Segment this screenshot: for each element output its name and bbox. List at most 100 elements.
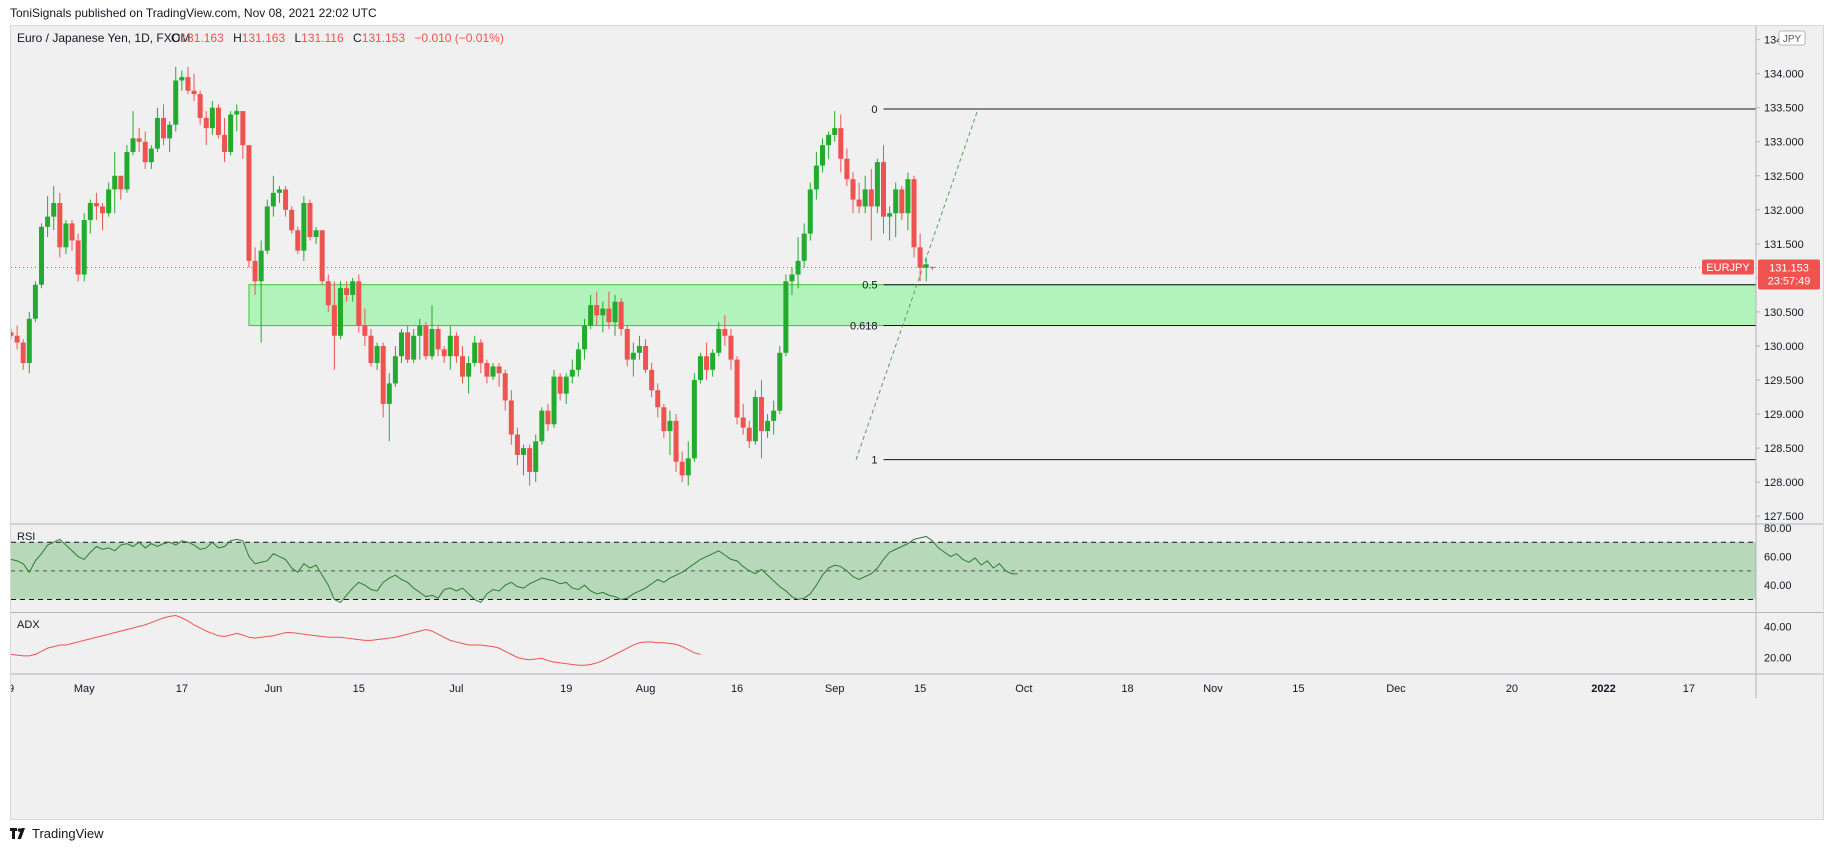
- candle: [527, 444, 533, 486]
- candle: [447, 325, 453, 370]
- candle: [258, 240, 264, 343]
- candle-body: [392, 356, 398, 384]
- candle: [289, 206, 295, 234]
- candle-body: [594, 305, 600, 316]
- candle-body: [81, 220, 87, 275]
- last-price-tag-box: [1758, 259, 1820, 290]
- candle-body: [429, 328, 435, 357]
- candle-body: [813, 165, 819, 190]
- candle: [649, 363, 655, 398]
- candle: [594, 291, 600, 326]
- currency-badge-box[interactable]: [1778, 30, 1806, 46]
- candle: [911, 175, 917, 258]
- candle: [734, 356, 740, 425]
- candle-body: [807, 189, 813, 234]
- candle: [679, 451, 685, 483]
- candle: [460, 345, 466, 384]
- ohlc-readout: O131.163 H131.163 L131.116 C131.153 −0.0…: [171, 31, 504, 45]
- time-tick-label: May: [74, 683, 95, 695]
- price-tick-label: 128.500: [1764, 443, 1804, 455]
- candle-body: [478, 342, 484, 364]
- candle-body: [539, 410, 545, 442]
- candle: [838, 114, 844, 173]
- candle: [240, 111, 246, 159]
- candle-body: [93, 203, 99, 207]
- candle-body: [161, 117, 167, 139]
- candle-body: [453, 335, 459, 357]
- time-tick-label: 15: [914, 683, 926, 695]
- candle: [856, 182, 862, 214]
- candle-body: [191, 90, 197, 95]
- footer-brand[interactable]: TradingView: [32, 826, 104, 841]
- candle-body: [551, 376, 557, 425]
- candle: [899, 185, 905, 221]
- candle-body: [746, 427, 752, 442]
- candle: [20, 339, 26, 370]
- candle: [429, 305, 435, 360]
- candle-body: [270, 192, 276, 207]
- price-tick-label: 133.000: [1764, 137, 1804, 149]
- candle: [624, 325, 630, 367]
- publisher-line: ToniSignals published on TradingView.com…: [10, 6, 377, 20]
- candle: [167, 121, 173, 152]
- candle: [758, 380, 764, 459]
- candle-body: [124, 151, 130, 190]
- candle: [57, 192, 63, 258]
- candle-body: [197, 94, 203, 118]
- candle-body: [521, 448, 527, 455]
- candle-body: [850, 179, 856, 200]
- candle-body: [575, 349, 581, 370]
- price-tick-label: 133.500: [1764, 103, 1804, 115]
- c-label: C: [353, 31, 362, 45]
- candle: [374, 342, 380, 370]
- l-label: L: [294, 31, 301, 45]
- price-tick-label: 127.500: [1764, 511, 1804, 523]
- candle-body: [496, 366, 502, 374]
- adx-tick-label: 40.00: [1764, 621, 1792, 633]
- candle-body: [185, 77, 191, 91]
- candle-body: [130, 138, 136, 152]
- price-tick-label: 128.000: [1764, 477, 1804, 489]
- candle-body: [704, 356, 710, 370]
- candle-body: [246, 145, 252, 261]
- candle: [215, 104, 221, 139]
- candle: [539, 407, 545, 445]
- chart-canvas[interactable]: 0 0.5 0.618 1 RSI ADX 127.500 128.000 128.500…: [11, 26, 1823, 819]
- candle-body: [142, 141, 148, 163]
- candle-body: [838, 128, 844, 159]
- candle: [411, 328, 417, 364]
- candle: [881, 145, 886, 234]
- candle-body: [179, 77, 185, 81]
- support-zone: [248, 284, 1757, 327]
- candle-body: [819, 145, 825, 166]
- candle: [283, 185, 289, 217]
- candle: [484, 359, 490, 384]
- candle-body: [636, 345, 642, 353]
- candle-body: [319, 230, 325, 282]
- o-label: O: [171, 31, 180, 45]
- candle-body: [374, 345, 380, 364]
- candle-body: [112, 175, 118, 190]
- candle: [331, 281, 337, 370]
- candle-body: [447, 335, 453, 357]
- candle-body: [435, 328, 441, 350]
- time-tick-label: 17: [176, 683, 188, 695]
- candle: [752, 390, 758, 445]
- candle: [508, 390, 514, 445]
- candle: [118, 175, 124, 200]
- candle: [844, 148, 850, 186]
- candle: [124, 145, 130, 193]
- candle-body: [417, 325, 423, 336]
- candle-body: [606, 308, 612, 323]
- fib-trend-dashed-line: [855, 108, 979, 460]
- candle-body: [795, 260, 801, 275]
- c-value: 131.153: [362, 31, 406, 45]
- candle: [368, 328, 374, 367]
- candle: [441, 345, 447, 364]
- candle-body: [14, 335, 20, 343]
- candle-body: [283, 189, 289, 210]
- candle: [636, 335, 642, 360]
- legend: Euro / Japanese Yen, 1D, FXCM O131.163 H…: [17, 30, 1806, 46]
- time-tick-label: 16: [731, 683, 743, 695]
- candle: [655, 383, 661, 418]
